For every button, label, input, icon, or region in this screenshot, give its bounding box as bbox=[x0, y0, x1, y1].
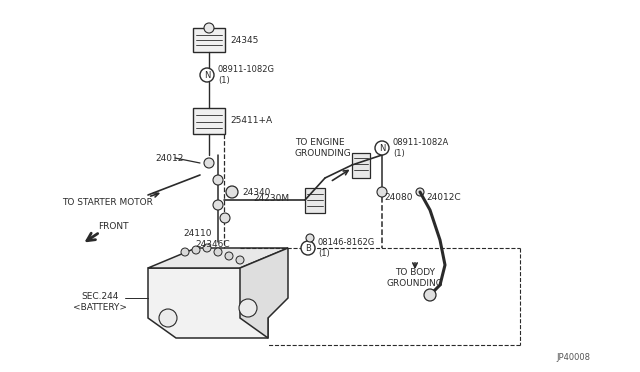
Text: 24345: 24345 bbox=[230, 35, 259, 45]
Circle shape bbox=[181, 248, 189, 256]
Polygon shape bbox=[305, 188, 325, 213]
Text: JP40008: JP40008 bbox=[556, 353, 590, 362]
Circle shape bbox=[236, 256, 244, 264]
Polygon shape bbox=[352, 153, 370, 178]
Text: N: N bbox=[379, 144, 385, 153]
Text: 24230M: 24230M bbox=[253, 193, 289, 202]
Polygon shape bbox=[148, 268, 268, 338]
Circle shape bbox=[203, 244, 211, 252]
Circle shape bbox=[424, 289, 436, 301]
FancyBboxPatch shape bbox=[193, 108, 225, 134]
Text: 25411+A: 25411+A bbox=[230, 115, 272, 125]
Text: FRONT: FRONT bbox=[98, 221, 129, 231]
Text: TO BODY
GROUNDING: TO BODY GROUNDING bbox=[387, 268, 444, 288]
Text: 08911-1082A
(1): 08911-1082A (1) bbox=[393, 138, 449, 158]
Circle shape bbox=[301, 241, 315, 255]
Text: 24340: 24340 bbox=[242, 187, 270, 196]
Polygon shape bbox=[148, 248, 288, 268]
Circle shape bbox=[225, 252, 233, 260]
Circle shape bbox=[214, 248, 222, 256]
FancyBboxPatch shape bbox=[193, 28, 225, 52]
Text: 08146-8162G
(1): 08146-8162G (1) bbox=[318, 238, 375, 258]
Text: TO ENGINE
GROUNDING: TO ENGINE GROUNDING bbox=[295, 138, 352, 158]
Text: 24012C: 24012C bbox=[426, 192, 461, 202]
Text: TO STARTER MOTOR: TO STARTER MOTOR bbox=[62, 198, 153, 206]
Circle shape bbox=[213, 175, 223, 185]
Text: SEC.244
<BATTERY>: SEC.244 <BATTERY> bbox=[73, 292, 127, 312]
Circle shape bbox=[375, 141, 389, 155]
Text: N: N bbox=[204, 71, 210, 80]
Circle shape bbox=[377, 187, 387, 197]
Circle shape bbox=[416, 188, 424, 196]
Circle shape bbox=[159, 309, 177, 327]
Polygon shape bbox=[240, 248, 288, 338]
Circle shape bbox=[306, 234, 314, 242]
Circle shape bbox=[239, 299, 257, 317]
Circle shape bbox=[213, 200, 223, 210]
Text: 24110: 24110 bbox=[183, 228, 211, 237]
Text: 24346C: 24346C bbox=[195, 240, 230, 248]
Circle shape bbox=[200, 68, 214, 82]
Circle shape bbox=[192, 246, 200, 254]
Circle shape bbox=[204, 23, 214, 33]
Text: 24080: 24080 bbox=[384, 192, 413, 202]
Circle shape bbox=[226, 186, 238, 198]
Circle shape bbox=[204, 158, 214, 168]
Text: 24012: 24012 bbox=[155, 154, 184, 163]
Text: 08911-1082G
(1): 08911-1082G (1) bbox=[218, 65, 275, 85]
Circle shape bbox=[220, 213, 230, 223]
Text: B: B bbox=[305, 244, 311, 253]
